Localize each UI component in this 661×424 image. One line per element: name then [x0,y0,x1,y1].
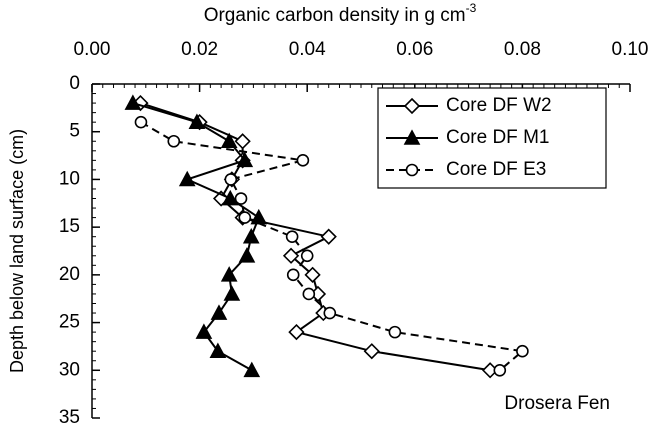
x-tick-label: 0.04 [289,39,326,60]
marker [221,189,239,206]
marker [516,344,529,358]
marker [134,115,148,129]
x-tick-label: 0.02 [181,39,218,60]
marker [242,227,260,244]
marker [296,154,310,167]
marker [209,342,227,359]
marker [286,268,300,282]
y-tick-label: 5 [69,121,80,142]
marker [236,151,254,168]
legend-label: Core DF M1 [446,127,549,148]
marker [167,134,181,148]
marker [234,133,251,150]
marker [282,247,300,264]
y-tick-label: 25 [59,312,80,333]
marker [234,192,248,205]
marker [285,230,299,243]
marker [388,325,402,339]
x-axis-title-superscript: -3 [466,1,477,15]
marker [188,113,206,129]
y-tick-label: 15 [59,216,80,237]
y-tick-label: 0 [69,73,80,94]
x-axis-title: Organic carbon density in g cm-3 [204,1,477,26]
legend-marker [403,97,421,115]
y-tick-label: 20 [59,264,80,285]
y-tick-label: 35 [59,407,80,424]
marker [238,211,252,224]
x-tick-label: 0.00 [74,39,111,60]
y-axis-title: Depth below land surface (cm) [7,129,27,373]
x-tick-label: 0.08 [504,39,541,60]
marker [238,247,256,263]
legend-marker [403,129,421,145]
marker [223,285,241,301]
marker [304,266,321,283]
marker [250,208,268,225]
legend-marker [405,163,419,177]
y-tick-label: 30 [59,359,80,380]
marker [323,306,337,320]
y-tick-label: 10 [59,168,80,189]
legend-label: Core DF W2 [446,95,552,116]
x-tick-label: 0.10 [612,39,649,60]
marker [493,363,507,377]
marker [320,228,337,245]
marker [178,170,196,187]
x-axis-title-text: Organic carbon density in g cm [204,5,466,26]
marker [224,173,238,186]
marker [302,287,316,301]
marker [195,323,213,339]
marker [288,323,305,341]
marker [243,361,261,378]
marker [220,266,238,282]
annotation: Drosera Fen [504,393,610,414]
marker [363,343,380,360]
legend-label: Core DF E3 [446,159,546,180]
marker [124,94,142,110]
x-tick-label: 0.06 [396,39,433,60]
marker [300,249,314,263]
marker [210,304,228,320]
marker [220,132,238,149]
